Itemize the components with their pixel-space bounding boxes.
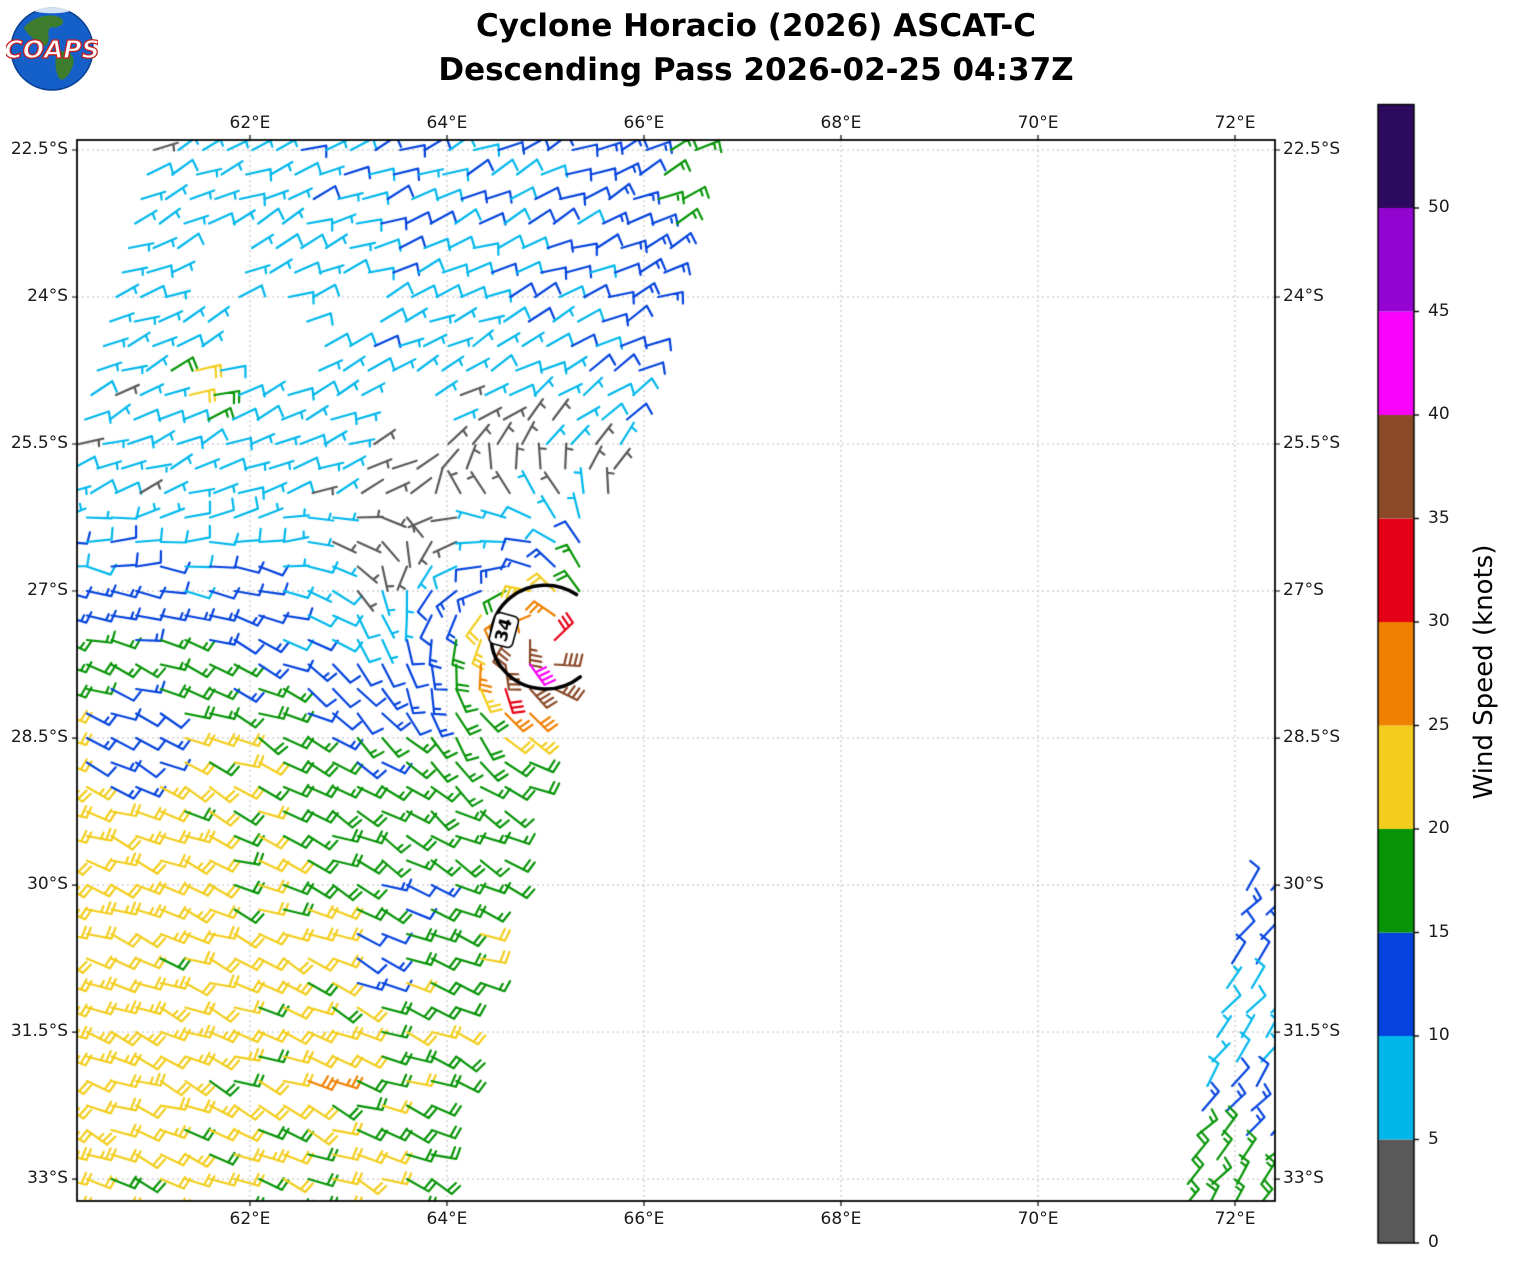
coaps-logo: COAPS [6,7,98,91]
x-tick-label-bottom: 62°E [229,1209,271,1229]
y-tick-label-left: 22.5°S [10,138,68,159]
colorbar-tick-label: 20 [1428,818,1450,838]
y-tick-label-left: 25.5°S [10,433,68,453]
y-tick-label-right: 24°S [1283,286,1324,306]
y-tick-label-right: 27°S [1283,580,1324,601]
x-tick-label-top: 70°E [1017,113,1059,133]
x-tick-label-top: 72°E [1214,113,1256,133]
colorbar-tick-label: 25 [1428,714,1450,735]
page-title-line2: Descending Pass 2026-02-25 04:37Z [438,52,1074,88]
colorbar-tick-label: 50 [1428,197,1450,217]
page-title-line1: Cyclone Horacio (2026) ASCAT-C [476,8,1036,44]
x-tick-label-bottom: 68°E [820,1209,862,1229]
y-tick-label-right: 33°S [1283,1168,1324,1189]
y-tick-label-left: 27°S [27,580,68,601]
x-tick-label-bottom: 66°E [623,1209,665,1229]
y-tick-label-left: 31.5°S [10,1021,68,1042]
y-tick-label-right: 22.5°S [1283,138,1341,159]
y-tick-label-left: 33°S [27,1168,68,1189]
y-tick-label-right: 25.5°S [1283,433,1341,453]
x-tick-label-bottom: 64°E [426,1209,468,1229]
logo-text: COAPS [6,35,98,64]
y-tick-label-left: 24°S [27,286,68,306]
colorbar-tick-label: 0 [1428,1232,1439,1252]
x-tick-label-bottom: 70°E [1017,1209,1059,1229]
colorbar-title: Wind Speed (knots) [1469,544,1499,800]
colorbar-tick-label: 30 [1428,611,1450,631]
x-tick-label-top: 68°E [820,113,862,133]
y-tick-label-right: 28.5°S [1283,727,1341,748]
colorbar-tick-label: 5 [1428,1128,1439,1149]
y-tick-label-right: 30°S [1283,874,1324,895]
y-tick-label-left: 30°S [27,874,68,895]
y-tick-label-right: 31.5°S [1283,1021,1341,1042]
x-tick-label-top: 64°E [426,113,468,133]
colorbar-tick-label: 40 [1428,404,1450,424]
colorbar-tick-label: 15 [1428,921,1450,942]
y-tick-label-left: 28.5°S [10,727,68,748]
logo-continent-north [24,15,64,46]
colorbar-tick-label: 35 [1428,507,1450,528]
x-tick-label-bottom: 72°E [1214,1209,1256,1229]
logo-continent-south [55,51,74,80]
x-tick-label-top: 66°E [623,113,665,133]
colorbar-tick-label: 45 [1428,300,1450,321]
x-tick-label-top: 62°E [229,113,271,133]
colorbar-tick-label: 10 [1428,1025,1450,1045]
logo-ice-cap [34,7,70,14]
